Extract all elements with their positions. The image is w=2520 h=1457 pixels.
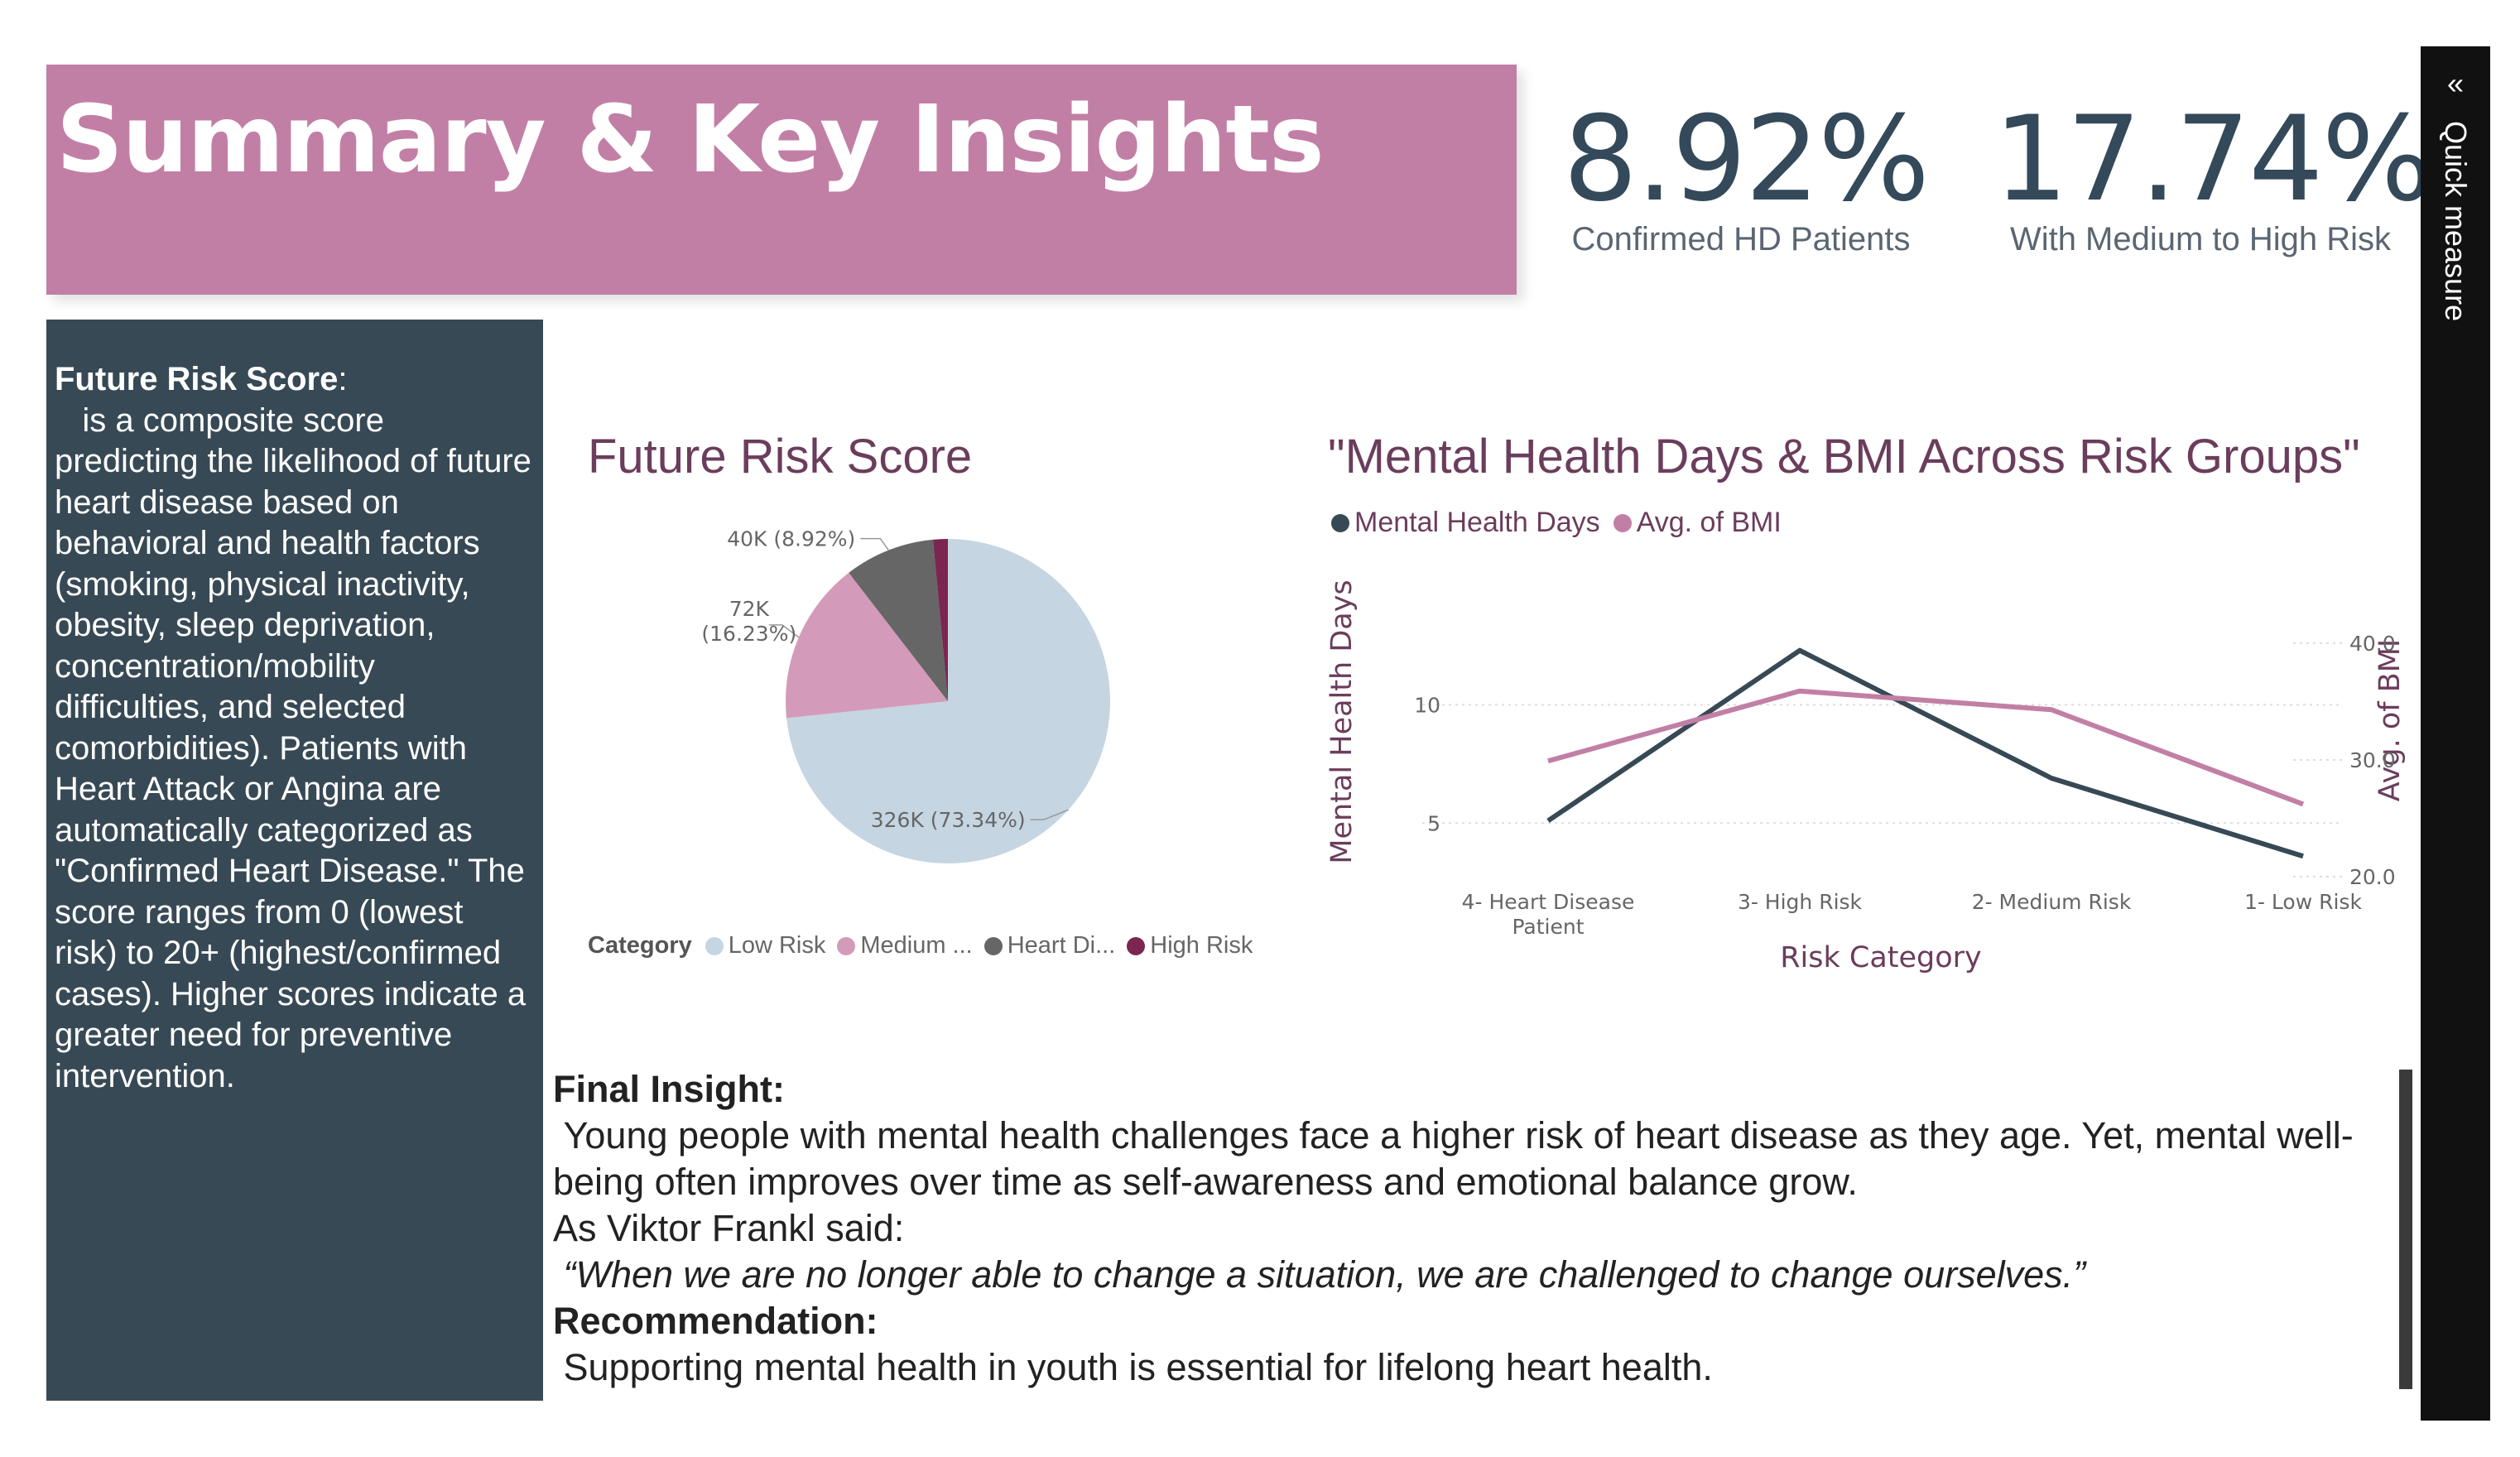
legend-label: High Risk — [1150, 932, 1253, 959]
quick-measure-panel[interactable]: « Quick measure — [2421, 46, 2490, 1421]
legend-dot — [983, 936, 1003, 955]
scrollbar-thumb[interactable] — [2399, 1070, 2412, 1389]
page-title: Summary & Key Insights — [56, 86, 1325, 194]
pie-data-label-line2: (16.23%) — [701, 622, 796, 646]
legend-item-low-risk[interactable]: Low Risk — [705, 932, 826, 959]
legend-dot — [1127, 936, 1146, 955]
legend-dot — [1331, 513, 1349, 532]
x-tick-label: 4- Heart Disease — [1462, 890, 1635, 914]
legend-label: Medium ... — [860, 932, 973, 959]
description-term: Future Risk Score — [55, 361, 339, 397]
title-banner: Summary & Key Insights — [46, 65, 1517, 295]
y-right-tick-label: 40.0 — [2349, 632, 2396, 656]
x-tick-label: 1- Low Risk — [2244, 890, 2362, 914]
kpi-value: 8.92% — [1563, 91, 1930, 228]
x-axis-label: Risk Category — [1780, 941, 1982, 974]
quick-measure-label[interactable]: Quick measure — [2439, 121, 2473, 322]
pie-legend: Category Low Risk Medium ... Heart Di...… — [588, 932, 1264, 959]
x-tick-label: 3- High Risk — [1738, 890, 1863, 914]
y-left-axis-label: Mental Health Days — [1325, 579, 1359, 863]
legend-label: Avg. of BMI — [1636, 507, 1782, 538]
pie-chart-title: Future Risk Score — [588, 430, 973, 483]
pie-slice-medium-risk[interactable] — [786, 572, 948, 719]
legend-title: Category — [588, 932, 692, 959]
legend-label: Low Risk — [728, 932, 826, 959]
description-text: Future Risk Score: is a composite score … — [55, 359, 533, 1097]
pie-slice-heart-disease-patient[interactable] — [849, 539, 948, 701]
legend-dot — [705, 936, 724, 955]
recommendation-heading: Recommendation: — [553, 1300, 878, 1342]
kpi-label: Confirmed HD Patients — [1571, 221, 1911, 258]
y-right-tick-label: 30.0 — [2349, 748, 2396, 772]
x-tick-label: Patient — [1512, 915, 1584, 939]
insights-text: Final Insight: Young people with mental … — [553, 1066, 2399, 1391]
legend-item-avg-bmi[interactable]: Avg. of BMI — [1613, 507, 1782, 539]
pie-data-label: 40K (8.92%) — [727, 527, 855, 551]
description-body: is a composite score predicting the like… — [55, 402, 531, 1094]
legend-item-mental-health-days[interactable]: Mental Health Days — [1331, 507, 1600, 539]
final-insight-body: Young people with mental health challeng… — [553, 1114, 2354, 1203]
kpi-card-medium-high-risk[interactable]: 17.74% With Medium to High Risk — [1993, 91, 2433, 258]
series-line-avg-of-bmi[interactable] — [1547, 688, 2305, 807]
pie-leader-line-heart-disease — [860, 537, 889, 551]
y-left-tick-label: 10 — [1414, 693, 1440, 717]
final-insight-heading: Final Insight: — [553, 1068, 785, 1110]
recommendation-body: Supporting mental health in youth is ess… — [563, 1346, 1713, 1388]
x-tick-label: 2- Medium Risk — [1972, 890, 2132, 914]
quote-body: “When we are no longer able to change a … — [563, 1253, 2086, 1296]
description-panel: Future Risk Score: is a composite score … — [46, 320, 543, 1401]
legend-label: Mental Health Days — [1354, 507, 1600, 538]
legend-item-high-risk[interactable]: High Risk — [1127, 932, 1253, 959]
pie-slice-low-risk[interactable] — [786, 539, 1110, 863]
pie-data-label: 326K (73.34%) — [871, 808, 1026, 832]
pie-chart[interactable]: 326K (73.34%) 72K(16.23%) 40K (8.92%) — [580, 513, 1159, 911]
line-chart[interactable]: Mental Health Days Avg. of BMI Risk Cate… — [1316, 563, 2426, 993]
series-line-mental-health-days[interactable] — [1546, 647, 2304, 859]
pie-leader-line-low-risk — [1030, 809, 1069, 820]
attribution: As Viktor Frankl said: — [553, 1207, 905, 1249]
final-insight-text: Young people with mental health challeng… — [553, 1113, 2399, 1205]
collapse-chevron-icon[interactable]: « — [2446, 66, 2465, 100]
legend-dot — [837, 936, 856, 955]
kpi-label: With Medium to High Risk — [2009, 221, 2392, 258]
pie-leader-line-medium-risk — [768, 624, 800, 638]
kpi-card-confirmed-hd[interactable]: 8.92% Confirmed HD Patients — [1563, 91, 1930, 258]
legend-item-heart-disease[interactable]: Heart Di... — [983, 932, 1116, 959]
line-chart-title: "Mental Health Days & BMI Across Risk Gr… — [1328, 430, 2360, 483]
quote: “When we are no longer able to change a … — [553, 1252, 2399, 1298]
legend-label: Heart Di... — [1007, 932, 1116, 959]
recommendation-text: Supporting mental health in youth is ess… — [553, 1344, 2399, 1391]
y-left-tick-label: 5 — [1427, 811, 1440, 835]
legend-item-medium-risk[interactable]: Medium ... — [837, 932, 973, 959]
description-colon: : — [338, 361, 348, 397]
kpi-value: 17.74% — [1993, 91, 2433, 228]
legend-dot — [1613, 513, 1632, 532]
pie-slice-high-risk[interactable] — [933, 539, 948, 701]
pie-data-label-line1: 72K — [729, 597, 770, 621]
y-right-axis-label: Avg. of BMI — [2373, 639, 2407, 801]
line-legend: Mental Health Days Avg. of BMI — [1331, 507, 1795, 539]
y-right-tick-label: 20.0 — [2349, 865, 2396, 889]
